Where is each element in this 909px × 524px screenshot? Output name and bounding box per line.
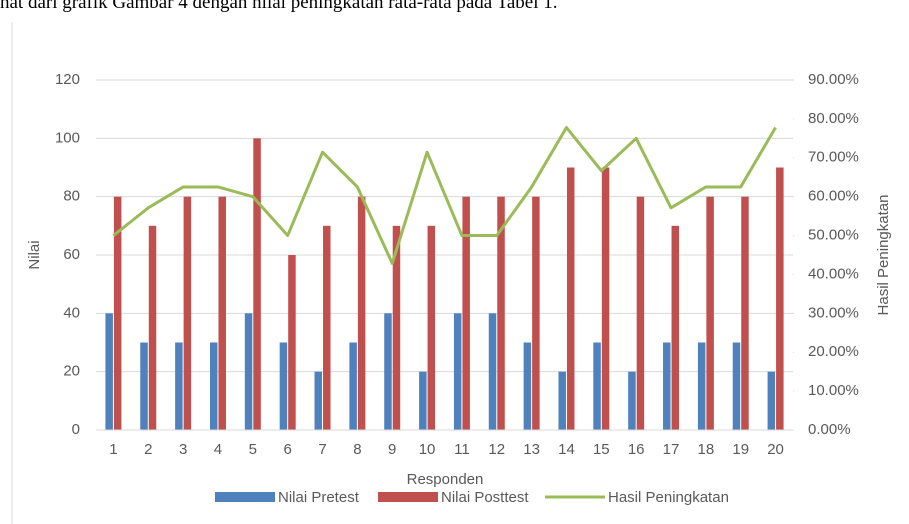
bar bbox=[593, 342, 601, 430]
y2-tick-label: 50.00% bbox=[808, 227, 859, 244]
y2-tick-label: 0.00% bbox=[808, 421, 851, 438]
bar bbox=[113, 196, 122, 430]
legend-swatch bbox=[378, 492, 438, 502]
x-tick-label: 3 bbox=[179, 441, 187, 458]
bar bbox=[384, 313, 392, 430]
x-tick-label: 12 bbox=[488, 441, 505, 458]
bar bbox=[244, 313, 253, 430]
bar bbox=[314, 371, 323, 430]
bar bbox=[663, 342, 671, 430]
y-axis-title: Nilai bbox=[26, 240, 43, 269]
x-tick-label: 5 bbox=[249, 441, 257, 458]
x-tick-label: 2 bbox=[144, 441, 152, 458]
bar bbox=[732, 342, 741, 430]
bar bbox=[140, 342, 148, 430]
bar bbox=[523, 342, 532, 430]
legend-swatch bbox=[215, 492, 275, 502]
x-tick-label: 11 bbox=[454, 441, 470, 458]
line bbox=[112, 126, 777, 265]
y-tick-label: 40 bbox=[63, 304, 80, 321]
legend-label: Nilai Posttest bbox=[441, 489, 529, 506]
bar bbox=[462, 196, 470, 430]
y-tick-label: 60 bbox=[63, 246, 80, 263]
x-tick-label: 10 bbox=[419, 441, 436, 458]
y2-tick-label: 20.00% bbox=[808, 343, 859, 360]
x-tick-label: 14 bbox=[558, 441, 575, 458]
y-tick-label: 80 bbox=[63, 188, 80, 205]
bar bbox=[776, 167, 784, 430]
y2-tick-label: 80.00% bbox=[808, 110, 859, 127]
x-axis-title: Responden bbox=[407, 471, 484, 488]
bar bbox=[175, 342, 183, 430]
bar bbox=[488, 313, 497, 430]
bar bbox=[497, 196, 505, 430]
bar bbox=[253, 138, 261, 431]
bar bbox=[349, 342, 357, 430]
x-tick-label: 15 bbox=[593, 441, 610, 458]
bar bbox=[323, 225, 331, 430]
x-tick-label: 7 bbox=[318, 441, 326, 458]
bar bbox=[209, 342, 218, 430]
bar bbox=[741, 196, 749, 430]
y2-tick-label: 60.00% bbox=[808, 188, 859, 205]
bar bbox=[427, 225, 436, 430]
y-tick-label: 20 bbox=[63, 363, 80, 380]
x-tick-label: 8 bbox=[353, 441, 361, 458]
bar bbox=[279, 342, 288, 430]
legend-label: Nilai Pretest bbox=[278, 489, 360, 506]
bar bbox=[357, 196, 366, 430]
bar bbox=[671, 225, 680, 430]
bar bbox=[636, 196, 645, 430]
bar bbox=[532, 196, 540, 430]
y2-axis-title: Hasil Peningkatan bbox=[875, 195, 892, 316]
y-tick-label: 100 bbox=[55, 129, 80, 146]
bar bbox=[601, 167, 610, 430]
x-tick-label: 18 bbox=[698, 441, 715, 458]
x-tick-label: 16 bbox=[628, 441, 645, 458]
y2-tick-label: 40.00% bbox=[808, 265, 859, 282]
bar bbox=[628, 371, 636, 430]
y2-tick-label: 90.00% bbox=[808, 71, 859, 88]
bar bbox=[148, 225, 157, 430]
bar bbox=[697, 342, 706, 430]
bar bbox=[558, 371, 566, 430]
y-tick-label: 0 bbox=[72, 421, 80, 438]
bar bbox=[453, 313, 462, 430]
bar bbox=[218, 196, 226, 430]
y2-tick-label: 10.00% bbox=[808, 382, 859, 399]
y2-tick-label: 30.00% bbox=[808, 304, 859, 321]
bar bbox=[105, 313, 113, 430]
bar bbox=[566, 167, 575, 430]
x-tick-label: 6 bbox=[284, 441, 292, 458]
bar bbox=[767, 371, 776, 430]
x-tick-label: 13 bbox=[523, 441, 540, 458]
y2-tick-label: 70.00% bbox=[808, 149, 859, 166]
bar bbox=[392, 225, 401, 430]
legend-label: Hasil Peningkatan bbox=[608, 489, 729, 506]
x-tick-label: 17 bbox=[663, 441, 680, 458]
x-tick-label: 9 bbox=[388, 441, 396, 458]
bar bbox=[288, 255, 296, 430]
y-tick-label: 120 bbox=[55, 71, 80, 88]
x-tick-label: 4 bbox=[214, 441, 222, 458]
bar bbox=[419, 371, 427, 430]
caption: hat dari grafik Gambar 4 dengan nilai pe… bbox=[0, 0, 558, 13]
bar bbox=[706, 196, 714, 430]
x-tick-label: 19 bbox=[732, 441, 749, 458]
x-tick-label: 20 bbox=[767, 441, 784, 458]
bar bbox=[183, 196, 192, 430]
x-tick-label: 1 bbox=[109, 441, 117, 458]
